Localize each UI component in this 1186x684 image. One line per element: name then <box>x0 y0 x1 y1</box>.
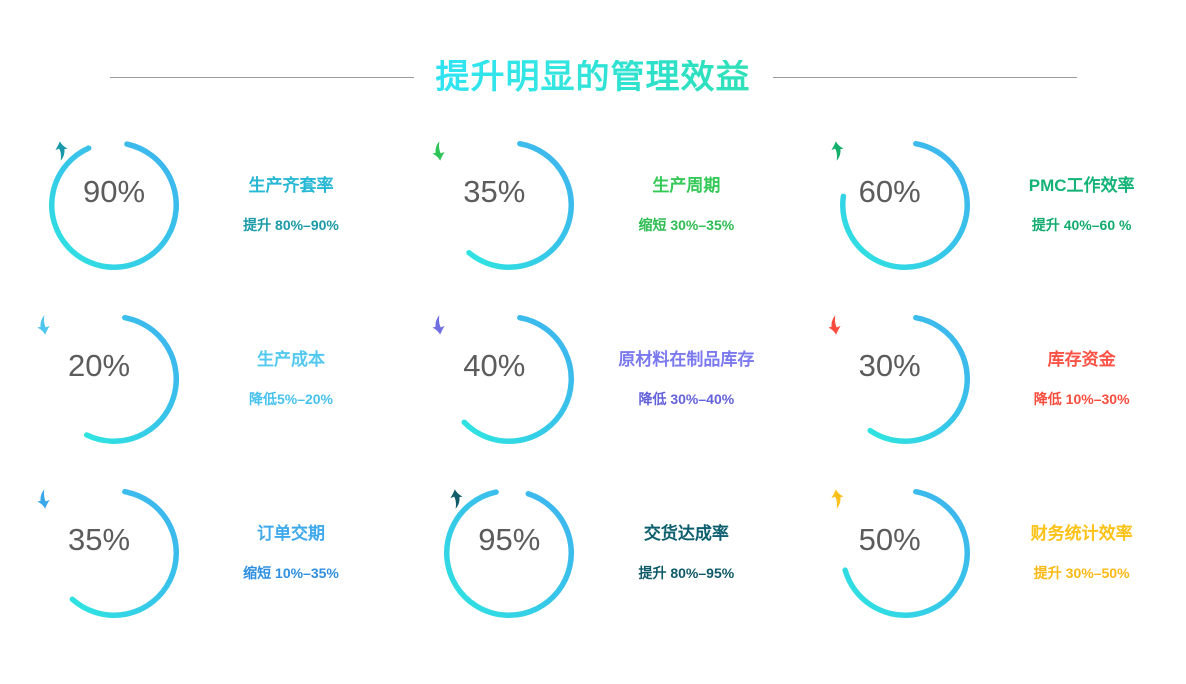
metric-labels: 订单交期缩短 10%–35% <box>196 523 386 581</box>
metric-title: PMC工作效率 <box>1028 175 1135 195</box>
metric-labels: 原材料在制品库存 降低 30%–40% <box>591 349 781 407</box>
page-title: 提升明显的管理效益 <box>435 58 751 96</box>
header-rule-left <box>109 76 414 78</box>
metric-value: 30% <box>858 348 921 383</box>
metric-value: 60% <box>858 174 921 209</box>
metric-card: 60% PMC工作效率 提升 40%–60 % <box>791 118 1186 292</box>
metric-title: 库存资金 <box>1047 349 1116 369</box>
metric-subtitle: 提升 80%–95% <box>638 564 735 581</box>
ring-center: 20% <box>33 313 165 445</box>
progress-ring: 60% <box>831 139 971 271</box>
metric-labels: 财务统计效率 提升 30%–50% <box>987 523 1177 581</box>
metric-value: 35% <box>463 174 526 209</box>
metric-subtitle: 降低 30%–40% <box>638 390 735 407</box>
ring-center: 30% <box>824 313 956 445</box>
metric-card: 90% 生产齐套率提升 80%–90% <box>0 118 395 292</box>
ring-center: 60% <box>824 139 956 271</box>
ring-center: 90% <box>48 139 180 271</box>
ring-center: 50% <box>824 487 956 619</box>
progress-ring: 40% <box>432 313 575 445</box>
progress-ring: 35% <box>432 139 575 271</box>
header-rule-right <box>772 76 1077 78</box>
metric-title: 原材料在制品库存 <box>618 349 755 369</box>
page-header: 提升明显的管理效益 <box>0 52 1186 102</box>
metric-card: 30% 库存资金降低 10%–30% <box>791 292 1186 466</box>
progress-ring: 90% <box>48 139 180 271</box>
progress-ring: 50% <box>831 487 971 619</box>
metric-value: 95% <box>478 522 541 557</box>
progress-ring: 95% <box>443 487 575 619</box>
metric-title: 生产成本 <box>257 349 325 369</box>
metric-value: 40% <box>463 348 526 383</box>
metrics-grid: 90% 生产齐套率提升 80%–90% 35% 生产周期缩短 30%–35% 60% PM… <box>0 118 1186 640</box>
ring-center: 35% <box>428 139 560 271</box>
progress-ring: 20% <box>37 313 180 445</box>
metric-value: 20% <box>67 348 131 383</box>
metric-subtitle: 降低 10%–30% <box>1033 390 1130 407</box>
metric-subtitle: 提升 30%–50% <box>1033 564 1130 581</box>
metric-card: 40% 原材料在制品库存 降低 30%–40% <box>395 292 790 466</box>
metric-title: 交货达成率 <box>643 523 729 543</box>
metric-title: 生产齐套率 <box>248 175 334 195</box>
metric-card: 95% 交货达成率提升 80%–95% <box>395 466 790 640</box>
metric-labels: 生产成本降低5%–20% <box>196 349 386 407</box>
progress-ring: 35% <box>37 487 180 619</box>
metric-title: 订单交期 <box>257 523 325 543</box>
metric-subtitle: 提升 40%–60 % <box>1031 216 1132 233</box>
ring-center: 35% <box>33 487 165 619</box>
metric-title: 财务统计效率 <box>1030 523 1133 543</box>
metric-labels: 交货达成率提升 80%–95% <box>591 523 781 581</box>
metric-card: 50% 财务统计效率 提升 30%–50% <box>791 466 1186 640</box>
ring-center: 40% <box>428 313 560 445</box>
progress-ring: 30% <box>828 313 971 445</box>
metric-labels: 生产齐套率提升 80%–90% <box>196 175 386 233</box>
metric-card: 35% 订单交期缩短 10%–35% <box>0 466 395 640</box>
metric-labels: PMC工作效率 提升 40%–60 % <box>987 175 1177 233</box>
metric-card: 35% 生产周期缩短 30%–35% <box>395 118 790 292</box>
metric-value: 35% <box>67 522 131 557</box>
metric-subtitle: 缩短 30%–35% <box>638 216 735 233</box>
metric-subtitle: 降低5%–20% <box>248 390 334 407</box>
metric-title: 生产周期 <box>652 175 721 195</box>
metric-labels: 生产周期缩短 30%–35% <box>591 175 781 233</box>
ring-center: 95% <box>443 487 575 619</box>
metric-subtitle: 缩短 10%–35% <box>243 564 339 581</box>
metric-subtitle: 提升 80%–90% <box>243 216 339 233</box>
metric-value: 90% <box>82 174 146 209</box>
metric-value: 50% <box>858 522 921 557</box>
metric-labels: 库存资金降低 10%–30% <box>987 349 1177 407</box>
metric-card: 20% 生产成本降低5%–20% <box>0 292 395 466</box>
